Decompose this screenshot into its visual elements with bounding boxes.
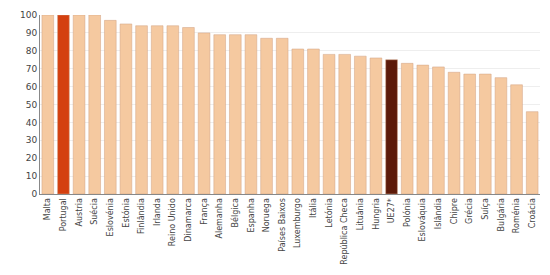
svg-text:Itália: Itália xyxy=(309,198,318,218)
svg-text:90: 90 xyxy=(26,28,38,38)
svg-text:Hungria: Hungria xyxy=(372,198,381,230)
svg-text:Eslovénia: Eslovénia xyxy=(105,198,115,236)
svg-text:Luxemburgo: Luxemburgo xyxy=(293,198,302,248)
svg-text:Lituânia: Lituânia xyxy=(356,198,365,230)
svg-text:Croácia: Croácia xyxy=(528,198,537,228)
svg-text:Irlanda: Irlanda xyxy=(153,198,162,226)
svg-text:30: 30 xyxy=(26,135,38,145)
svg-text:Suécia: Suécia xyxy=(89,198,99,225)
svg-text:Dinamarca: Dinamarca xyxy=(184,198,193,242)
svg-text:0: 0 xyxy=(31,189,37,199)
svg-text:Alemanha: Alemanha xyxy=(215,198,224,238)
svg-text:Islândia: Islândia xyxy=(434,198,443,229)
svg-text:Polónia: Polónia xyxy=(402,198,412,227)
svg-text:Grécia: Grécia xyxy=(464,198,474,224)
svg-text:50: 50 xyxy=(26,100,38,110)
svg-text:100: 100 xyxy=(20,10,37,20)
svg-text:Reino Unido: Reino Unido xyxy=(168,198,177,246)
svg-text:Suíça: Suíça xyxy=(481,198,490,220)
svg-text:10: 10 xyxy=(26,171,38,181)
svg-text:Estónia: Estónia xyxy=(121,198,131,228)
svg-text:UE27*: UE27* xyxy=(387,198,396,223)
svg-text:Países Baixos: Países Baixos xyxy=(278,198,287,252)
svg-text:República Checa: República Checa xyxy=(340,198,349,265)
svg-text:Bélgica: Bélgica xyxy=(230,198,240,227)
svg-text:70: 70 xyxy=(26,64,38,74)
svg-text:60: 60 xyxy=(26,82,38,92)
svg-text:Portugal: Portugal xyxy=(59,198,68,231)
svg-text:Finlândia: Finlândia xyxy=(137,198,146,234)
svg-text:Letónia: Letónia xyxy=(324,198,334,228)
svg-text:Bulgária: Bulgária xyxy=(497,198,506,231)
svg-text:Espanha: Espanha xyxy=(247,198,256,232)
svg-text:Austria: Austria xyxy=(75,198,84,226)
svg-text:Malta: Malta xyxy=(43,198,52,220)
svg-text:Noruega: Noruega xyxy=(262,198,271,232)
svg-text:Chipre: Chipre xyxy=(450,198,459,224)
svg-text:França: França xyxy=(200,198,209,225)
svg-text:Roménia: Roménia xyxy=(511,198,521,233)
svg-text:40: 40 xyxy=(26,118,38,128)
svg-text:Eslováquia: Eslováquia xyxy=(418,198,427,241)
svg-text:20: 20 xyxy=(26,153,38,163)
svg-text:80: 80 xyxy=(26,46,38,56)
